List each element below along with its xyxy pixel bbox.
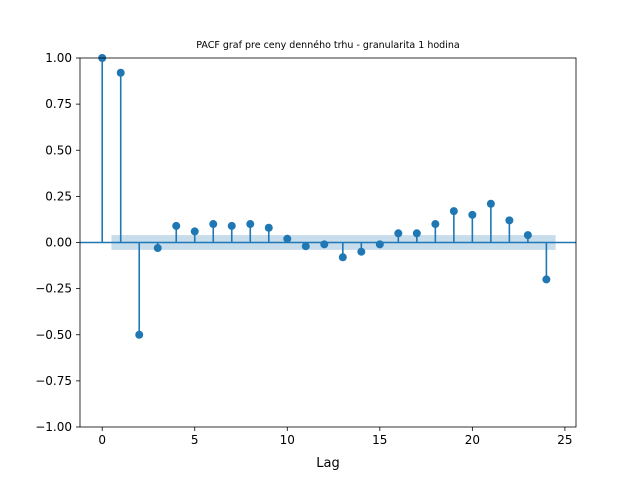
y-tick-label: −0.75 bbox=[35, 374, 72, 388]
x-tick-label: 15 bbox=[372, 433, 387, 447]
stem-marker bbox=[486, 199, 495, 208]
y-tick-label: 0.25 bbox=[45, 189, 72, 203]
stem-marker bbox=[246, 220, 255, 229]
stem-marker bbox=[320, 240, 329, 249]
stem-marker bbox=[542, 275, 551, 284]
x-axis-ticks: 0 5 10 15 20 25 bbox=[98, 427, 573, 447]
y-tick-label: −0.25 bbox=[35, 282, 72, 296]
stem-marker bbox=[153, 244, 162, 253]
y-tick-label: 0.00 bbox=[45, 236, 72, 250]
stem-marker bbox=[264, 223, 273, 232]
stem-marker bbox=[449, 207, 458, 216]
x-tick-label: 0 bbox=[98, 433, 106, 447]
stem-marker bbox=[394, 229, 403, 238]
stem-marker bbox=[431, 220, 440, 229]
stem-marker bbox=[468, 210, 477, 219]
y-tick-label: 1.00 bbox=[45, 51, 72, 65]
stem-marker bbox=[283, 234, 292, 243]
y-tick-label: 0.50 bbox=[45, 143, 72, 157]
stem-marker bbox=[135, 330, 144, 339]
stem-marker bbox=[172, 221, 181, 230]
x-tick-label: 10 bbox=[280, 433, 295, 447]
stem-layer bbox=[98, 54, 551, 339]
stem-marker bbox=[116, 68, 125, 77]
stem-marker bbox=[301, 242, 310, 251]
stem-marker bbox=[375, 240, 384, 249]
confidence-band-layer bbox=[80, 235, 576, 250]
stem-marker bbox=[227, 221, 236, 230]
stem-marker bbox=[505, 216, 514, 225]
chart-title: PACF graf pre ceny denného trhu - granul… bbox=[196, 40, 459, 51]
stem-marker bbox=[338, 253, 347, 262]
x-tick-label: 25 bbox=[557, 433, 572, 447]
stem-marker bbox=[412, 229, 421, 238]
x-tick-label: 5 bbox=[191, 433, 199, 447]
x-axis-label: Lag bbox=[316, 456, 339, 471]
stem-marker bbox=[190, 227, 199, 236]
y-tick-label: −1.00 bbox=[35, 420, 72, 434]
stem-marker bbox=[523, 231, 532, 240]
y-axis-ticks: −1.00 −0.75 −0.50 −0.25 0.00 0.25 0.50 0.75 1.00 bbox=[35, 51, 80, 434]
x-tick-label: 20 bbox=[465, 433, 480, 447]
stem-marker bbox=[209, 220, 218, 229]
plot-frame bbox=[79, 57, 577, 428]
y-tick-label: −0.50 bbox=[35, 328, 72, 342]
y-tick-label: 0.75 bbox=[45, 97, 72, 111]
stem-marker bbox=[357, 247, 366, 256]
